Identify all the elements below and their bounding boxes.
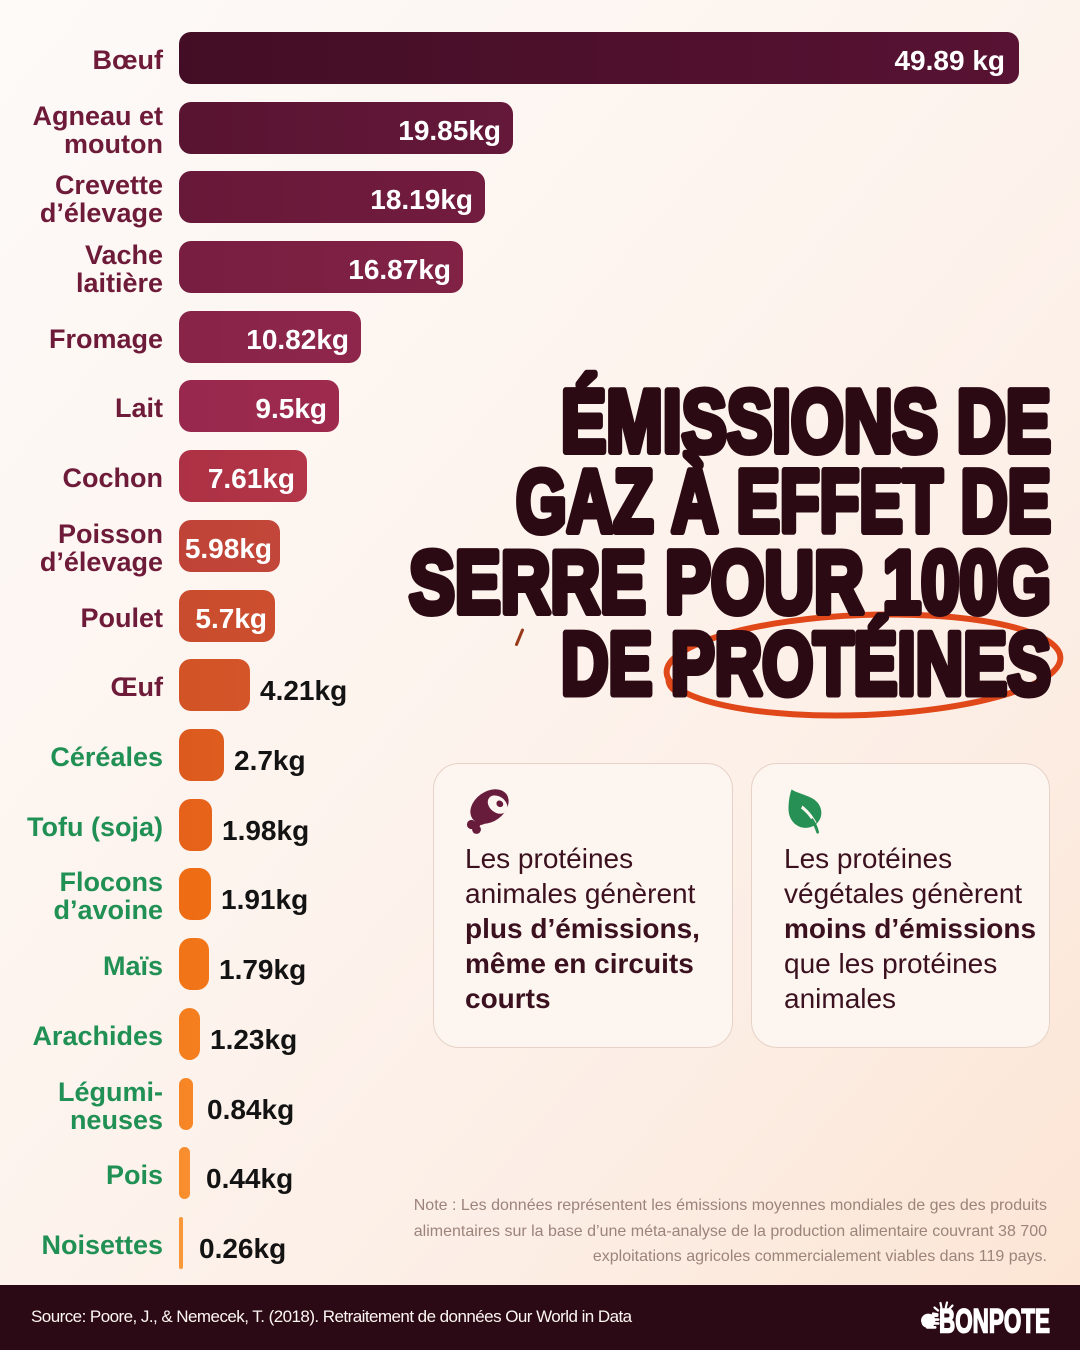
svg-text:GAZ À EFFET DE: GAZ À EFFET DE xyxy=(516,452,1051,551)
svg-text:SERRE POUR 100G: SERRE POUR 100G xyxy=(409,533,1051,632)
svg-text:ÉMISSIONS DE: ÉMISSIONS DE xyxy=(561,372,1051,471)
svg-text:DE PROTÉINES: DE PROTÉINES xyxy=(561,614,1051,713)
svg-text:BONPOTE: BONPOTE xyxy=(939,1302,1050,1340)
